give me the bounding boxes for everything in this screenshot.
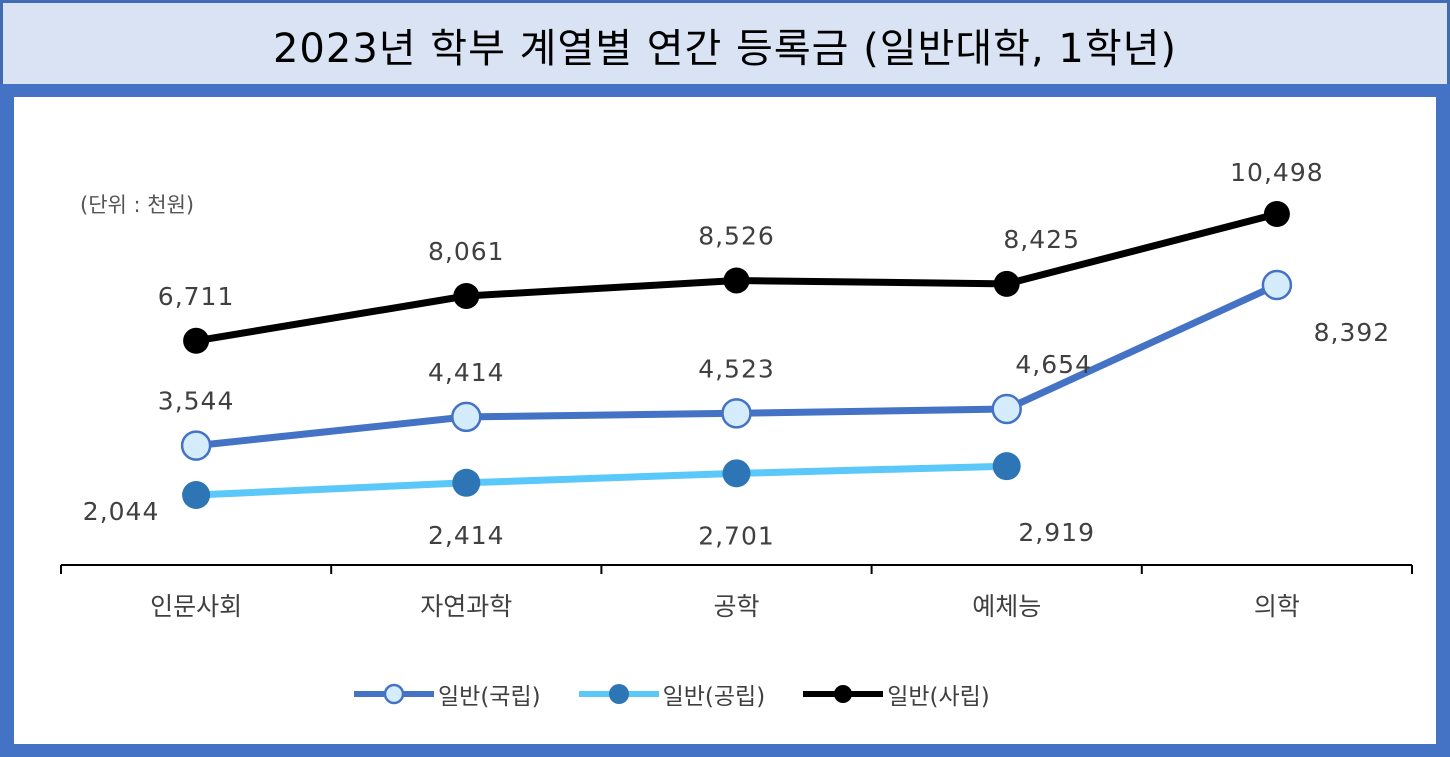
legend-label-national: 일반(국립): [438, 684, 541, 710]
data-label-public: 2,919: [1018, 518, 1095, 547]
series-line-public: [195, 462, 1007, 499]
data-point-public: [452, 468, 481, 497]
legend-label-private: 일반(사립): [887, 684, 990, 710]
x-tick-label: 공학: [713, 592, 759, 621]
data-point-national: [991, 393, 1022, 425]
legend-marker-public: [578, 684, 659, 704]
data-label-public: 2,414: [428, 521, 505, 550]
data-label-private: 8,061: [428, 237, 505, 266]
data-label-public: 2,701: [698, 521, 775, 550]
chart-border: (단위 : 천원) 인문사회 자연과학 공학 예체능 의학 3,544 4,414 4,523…: [0, 84, 1450, 757]
legend: 일반(국립) 일반(공립) 일반(사립): [354, 677, 990, 711]
data-label-private: 10,498: [1230, 158, 1323, 187]
x-tick-label: 자연과학: [420, 592, 512, 621]
x-tick-label: 예체능: [972, 592, 1041, 621]
line-chart-svg: 인문사회 자연과학 공학 예체능 의학 3,544 4,414 4,523 4,654 8,392…: [60, 158, 1413, 621]
data-label-national: 8,392: [1314, 318, 1391, 347]
data-label-private: 6,711: [158, 282, 235, 311]
data-label-national: 4,654: [1015, 350, 1092, 379]
legend-marker-private: [803, 685, 884, 703]
data-label-private: 8,425: [1003, 225, 1080, 254]
data-point-private: [1263, 201, 1290, 227]
x-tick-label: 의학: [1254, 592, 1300, 621]
data-label-private: 8,526: [698, 221, 775, 250]
data-point-private: [723, 267, 750, 294]
legend-item-public: 일반(공립): [578, 677, 766, 711]
data-point-public: [722, 459, 751, 488]
unit-label: (단위 : 천원): [80, 193, 195, 217]
legend-label-public: 일반(공립): [662, 684, 766, 710]
data-label-national: 4,414: [428, 358, 505, 387]
data-point-national: [451, 401, 482, 433]
data-point-private: [453, 282, 480, 309]
data-point-national: [1261, 269, 1293, 301]
data-label-national: 4,523: [698, 354, 775, 383]
legend-marker-national: [354, 683, 434, 705]
data-point-public: [182, 481, 211, 509]
data-point-public: [992, 452, 1021, 481]
data-label-public: 2,044: [83, 497, 160, 526]
chart-title: 2023년 학부 계열별 연간 등록금 (일반대학, 1학년): [272, 25, 1178, 72]
x-tick-label: 인문사회: [150, 592, 242, 621]
data-point-private: [993, 270, 1020, 297]
chart-area: (단위 : 천원) 인문사회 자연과학 공학 예체능 의학 3,544 4,414 4,523…: [14, 97, 1436, 744]
legend-item-national: 일반(국립): [354, 677, 541, 711]
title-bar: 2023년 학부 계열별 연간 등록금 (일반대학, 1학년): [0, 0, 1450, 86]
data-point-national: [180, 430, 212, 461]
data-point-national: [721, 398, 752, 429]
legend-item-private: 일반(사립): [803, 677, 990, 711]
data-point-private: [183, 327, 210, 354]
data-label-national: 3,544: [158, 387, 235, 416]
